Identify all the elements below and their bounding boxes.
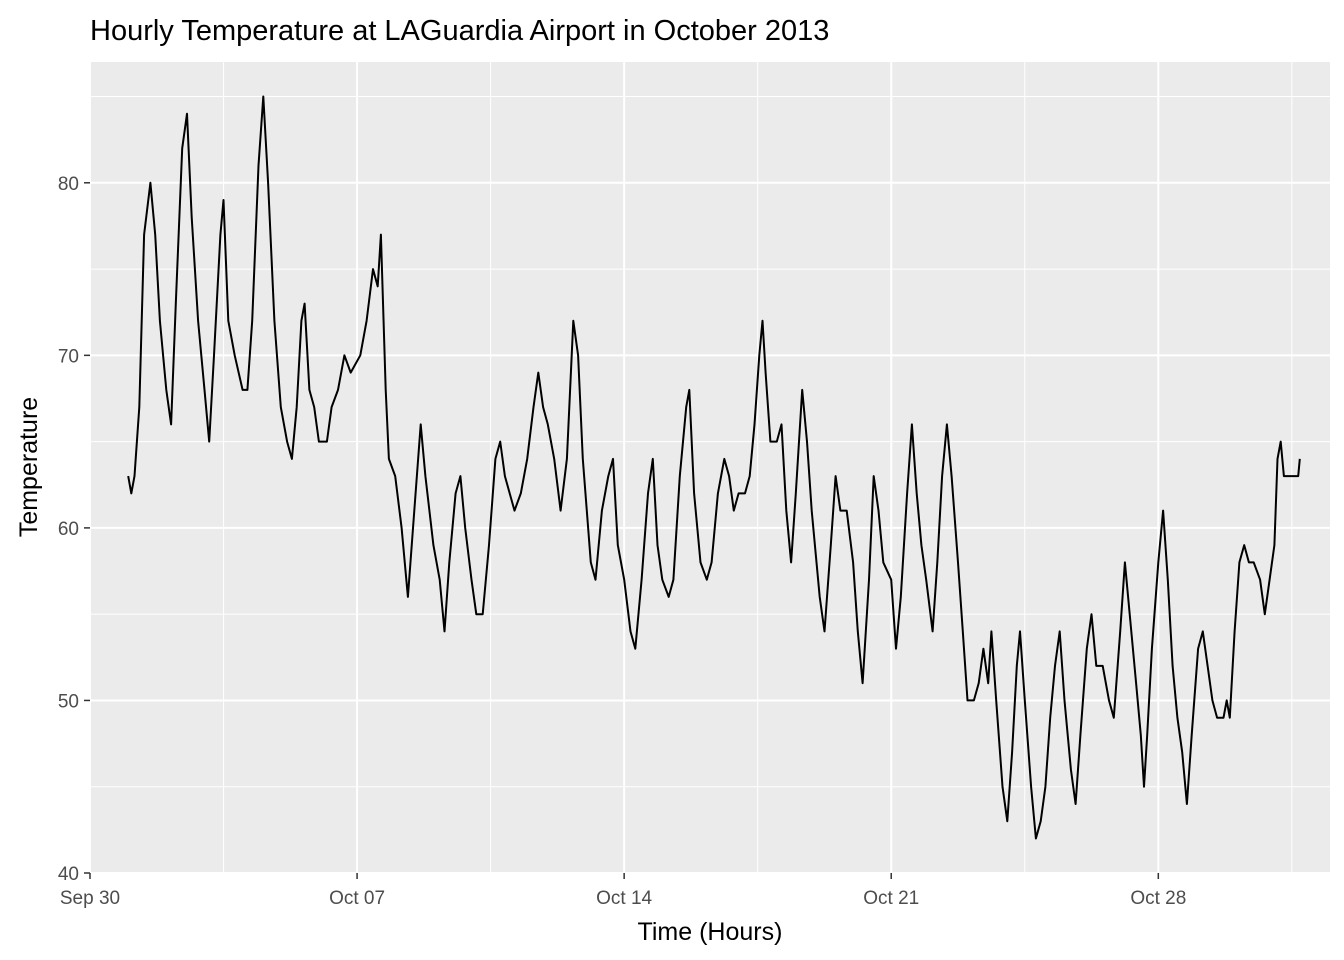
chart-title: Hourly Temperature at LAGuardia Airport … [90, 15, 829, 47]
plot-panel [90, 62, 1330, 873]
x-tick-label: Oct 07 [329, 888, 385, 909]
line-layer [127, 95, 1301, 840]
y-tick-label: 40 [58, 864, 79, 885]
x-tick-label: Oct 21 [863, 888, 919, 909]
y-tick-label: 60 [58, 519, 79, 540]
temperature-series-line [127, 95, 1301, 840]
y-axis-title: Temperature [15, 397, 43, 537]
x-tick-label: Oct 28 [1130, 888, 1186, 909]
y-tick-label: 70 [58, 346, 79, 367]
y-tick-label: 80 [58, 174, 79, 195]
y-tick-label: 50 [58, 691, 79, 712]
y-axis: 40 50 60 70 80 [58, 174, 90, 885]
x-axis-title: Time (Hours) [638, 918, 783, 946]
x-tick-label: Sep 30 [60, 888, 120, 909]
x-axis: Sep 30 Oct 07 Oct 14 Oct 21 Oct 28 [60, 873, 1186, 909]
x-tick-label: Oct 14 [596, 888, 652, 909]
grid-lines [89, 62, 1330, 874]
